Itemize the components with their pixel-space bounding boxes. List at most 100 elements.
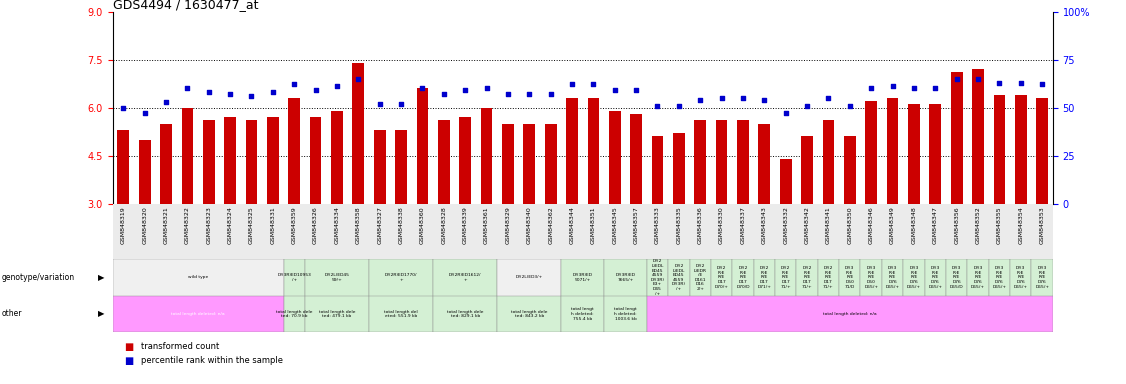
Point <box>413 85 431 91</box>
Text: total length deleted: n/a: total length deleted: n/a <box>171 312 225 316</box>
Point <box>221 91 239 97</box>
Text: GSM848337: GSM848337 <box>741 206 745 244</box>
Bar <box>198 204 220 259</box>
Text: GSM848326: GSM848326 <box>313 206 319 244</box>
Bar <box>395 130 406 204</box>
Text: Df(3
R)E
R/E
D76
D65/+: Df(3 R)E R/E D76 D65/+ <box>992 266 1007 289</box>
Point <box>691 97 709 103</box>
Text: GDS4494 / 1630477_at: GDS4494 / 1630477_at <box>113 0 258 12</box>
Bar <box>519 204 540 259</box>
Text: GSM848346: GSM848346 <box>868 206 874 244</box>
Point <box>542 91 560 97</box>
Bar <box>391 204 412 259</box>
Bar <box>839 259 860 296</box>
Text: Df(3
R)E
R/E
D76
D65/+: Df(3 R)E R/E D76 D65/+ <box>971 266 985 289</box>
Bar <box>524 124 535 204</box>
Bar <box>434 259 498 296</box>
Text: Df(2L)ED45
59/+: Df(2L)ED45 59/+ <box>324 273 349 282</box>
Bar <box>780 159 792 204</box>
Point <box>370 101 388 107</box>
Text: GSM848343: GSM848343 <box>762 206 767 244</box>
Text: GSM848325: GSM848325 <box>249 206 254 244</box>
Text: GSM848351: GSM848351 <box>591 206 596 244</box>
Text: GSM848319: GSM848319 <box>120 206 126 244</box>
Bar <box>331 111 342 204</box>
Text: GSM848347: GSM848347 <box>932 206 938 244</box>
Bar <box>695 120 706 204</box>
Bar <box>989 259 1010 296</box>
Bar <box>203 120 215 204</box>
Text: GSM848333: GSM848333 <box>655 206 660 244</box>
Point <box>713 95 731 101</box>
Point <box>584 81 602 88</box>
Bar <box>903 259 924 296</box>
Point <box>520 91 538 97</box>
Bar <box>967 204 989 259</box>
Text: Df(2
R)E
R/E
D17
71/+: Df(2 R)E R/E D17 71/+ <box>823 266 833 289</box>
Bar <box>946 204 967 259</box>
Bar <box>631 114 642 204</box>
Text: GSM848322: GSM848322 <box>185 206 190 244</box>
Text: GSM848324: GSM848324 <box>227 206 233 244</box>
Bar <box>540 204 562 259</box>
Bar <box>796 259 817 296</box>
Text: GSM848353: GSM848353 <box>1039 206 1045 244</box>
Bar <box>434 296 498 332</box>
Text: ▶: ▶ <box>98 273 105 282</box>
Bar <box>588 98 599 204</box>
Bar <box>689 204 711 259</box>
Bar <box>929 104 941 204</box>
Bar <box>138 139 151 204</box>
Text: total length dele
ted: 829.1 kb: total length dele ted: 829.1 kb <box>447 310 483 318</box>
Bar <box>753 259 775 296</box>
Bar <box>1015 95 1027 204</box>
Text: transformed count: transformed count <box>141 342 218 351</box>
Point <box>841 103 859 109</box>
Bar <box>604 296 646 332</box>
Bar <box>245 120 258 204</box>
Bar <box>711 259 732 296</box>
Bar <box>352 63 364 204</box>
Text: GSM848336: GSM848336 <box>698 206 703 244</box>
Bar <box>476 204 498 259</box>
Bar <box>738 120 749 204</box>
Text: GSM848360: GSM848360 <box>420 206 425 244</box>
Bar <box>160 124 172 204</box>
Text: GSM848356: GSM848356 <box>954 206 959 244</box>
Text: Df(2
R)E
R/E
D17
D71/+: Df(2 R)E R/E D17 D71/+ <box>758 266 771 289</box>
Bar <box>434 204 455 259</box>
Bar <box>220 204 241 259</box>
Bar <box>438 120 449 204</box>
Bar <box>481 108 492 204</box>
Bar <box>950 72 963 204</box>
Text: Df(3
R)E
R/E
D76
D65/+: Df(3 R)E R/E D76 D65/+ <box>906 266 921 289</box>
Text: GSM848345: GSM848345 <box>613 206 617 244</box>
Text: total lengt
h deleted:
755.4 kb: total lengt h deleted: 755.4 kb <box>571 307 595 321</box>
Bar <box>224 117 236 204</box>
Bar <box>860 204 882 259</box>
Bar <box>886 98 899 204</box>
Text: GSM848339: GSM848339 <box>463 206 467 244</box>
Bar <box>903 204 924 259</box>
Point <box>199 89 217 95</box>
Bar <box>305 296 369 332</box>
Bar <box>908 104 920 204</box>
Bar <box>459 117 471 204</box>
Point <box>242 93 260 99</box>
Bar <box>972 69 984 204</box>
Point <box>927 85 945 91</box>
Bar <box>732 259 753 296</box>
Point <box>1012 79 1030 86</box>
Bar <box>711 204 732 259</box>
Bar <box>689 259 711 296</box>
Bar <box>305 259 369 296</box>
Bar <box>646 296 1053 332</box>
Bar <box>284 296 305 332</box>
Text: Df(2L)ED3/+: Df(2L)ED3/+ <box>516 275 543 280</box>
Bar <box>498 296 562 332</box>
Bar <box>882 204 903 259</box>
Text: Df(2
R)E
R/E
D17
D70/+: Df(2 R)E R/E D17 D70/+ <box>715 266 729 289</box>
Text: Df(2
R)E
R/E
D17
71/+: Df(2 R)E R/E D17 71/+ <box>780 266 792 289</box>
Text: total length del
eted: 551.9 kb: total length del eted: 551.9 kb <box>384 310 418 318</box>
Point <box>114 104 132 111</box>
